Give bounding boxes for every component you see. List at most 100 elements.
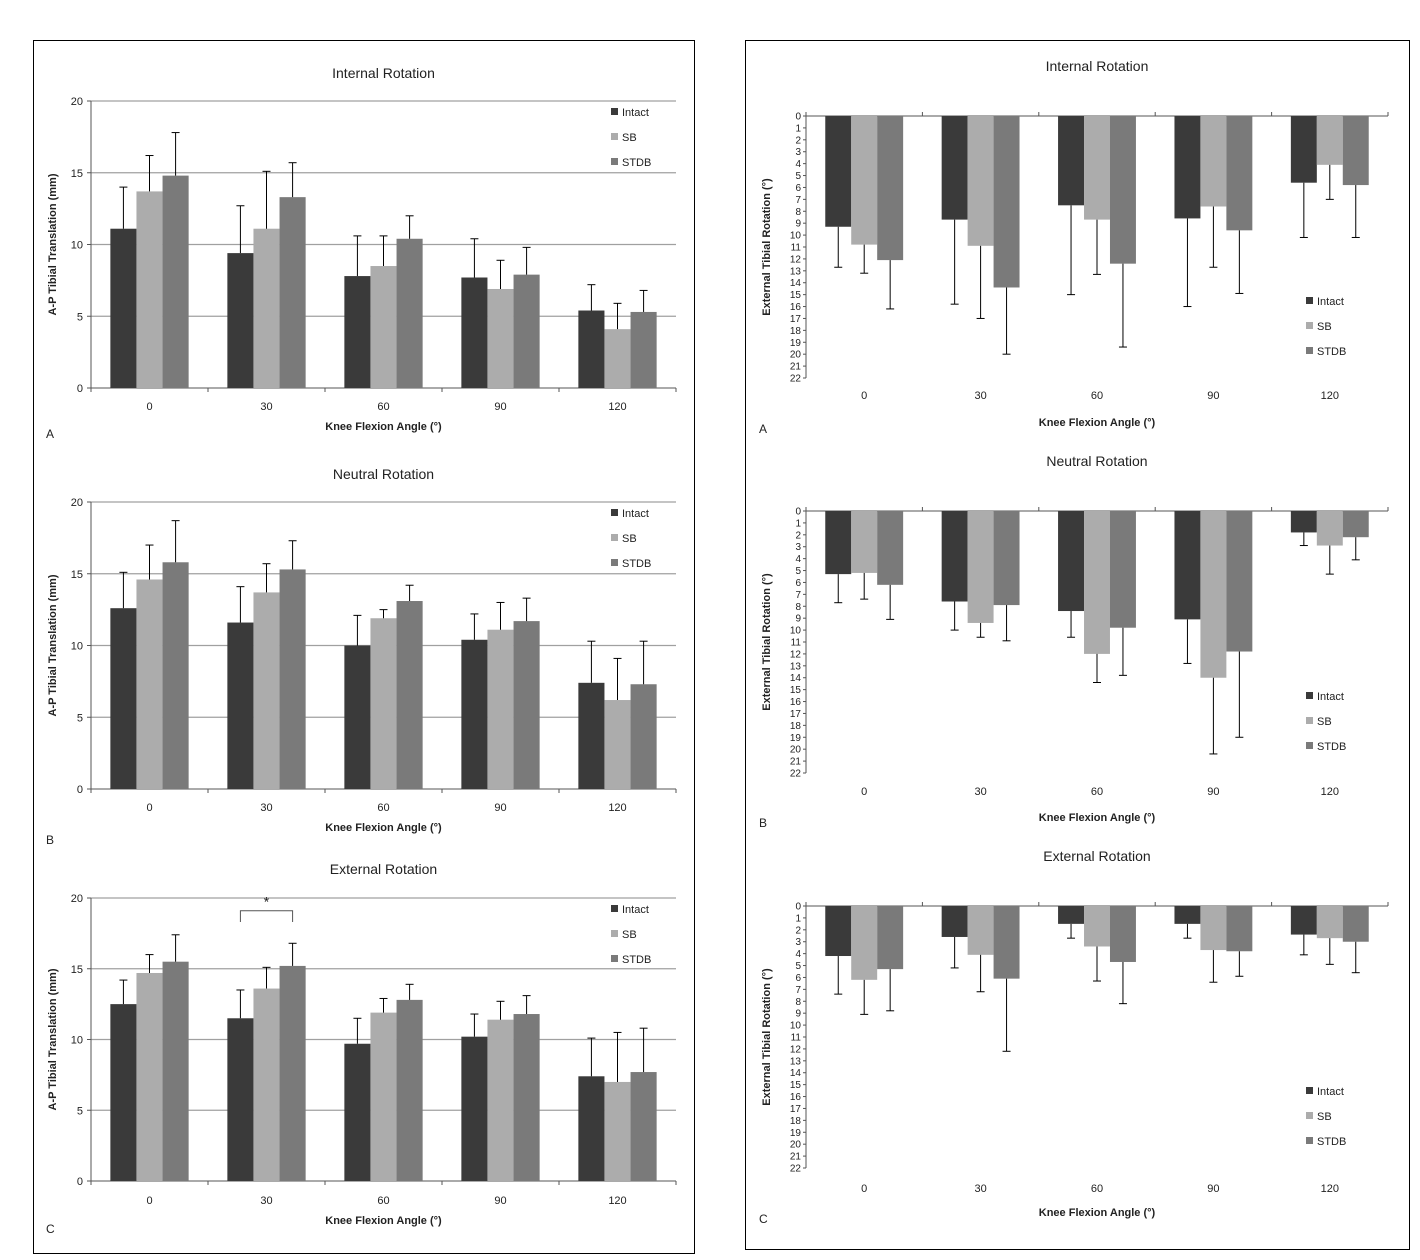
bar-stdb — [630, 684, 657, 789]
bar-stdb — [513, 274, 540, 388]
x-tick-label: 30 — [974, 1183, 986, 1195]
x-tick-label: 60 — [377, 802, 389, 814]
y-tick-label: 11 — [791, 638, 802, 649]
chart-title: Neutral Rotation — [1046, 453, 1147, 469]
legend-swatch-sb — [611, 534, 618, 541]
x-tick-label: 120 — [1321, 390, 1339, 402]
x-tick-label: 30 — [974, 786, 986, 798]
bar-stdb — [993, 906, 1020, 979]
y-tick-label: 7 — [795, 590, 801, 601]
bar-intact — [825, 116, 852, 227]
y-tick-label: 1 — [795, 913, 801, 924]
y-tick-label: 15 — [790, 290, 802, 301]
y-tick-label: 0 — [77, 1176, 83, 1188]
x-tick-label: 0 — [861, 1183, 867, 1195]
bar-sb — [1084, 511, 1110, 654]
y-tick-label: 13 — [790, 1056, 802, 1067]
y-axis-label: External Tibial Rotation (°) — [761, 178, 773, 316]
bar-intact — [1174, 116, 1201, 219]
x-tick-label: 90 — [1207, 390, 1219, 402]
x-tick-label: 30 — [260, 401, 272, 413]
significance-bracket — [239, 910, 294, 923]
y-tick-label: 6 — [795, 578, 801, 589]
bar-sb — [1200, 511, 1227, 678]
x-tick-label: 120 — [1321, 1183, 1339, 1195]
x-tick-label: 30 — [974, 390, 986, 402]
y-tick-label: 12 — [790, 649, 802, 660]
y-tick-label: 10 — [71, 1035, 83, 1047]
bar-sb — [487, 629, 514, 789]
bar-intact — [1058, 511, 1085, 612]
y-tick-label: 15 — [71, 168, 83, 180]
bar-sb — [370, 266, 397, 388]
significance-marker: * — [264, 894, 270, 910]
bar-stdb — [513, 1014, 540, 1181]
x-tick-label: 90 — [1207, 786, 1219, 798]
y-tick-label: 5 — [795, 566, 801, 577]
x-tick-label: 60 — [377, 401, 389, 413]
x-tick-label: 0 — [861, 786, 867, 798]
chart-3: External Rotation 0 5 10 15 20 0 30 60 90 120 * Knee… — [46, 861, 677, 1236]
bar-stdb — [162, 961, 189, 1181]
bar-stdb — [877, 511, 904, 585]
y-axis-label: External Tibial Rotation (°) — [761, 573, 773, 711]
legend-swatch-intact — [611, 108, 618, 115]
bar-stdb — [279, 569, 306, 789]
x-tick-label: 0 — [861, 390, 867, 402]
legend-label-sb: SB — [622, 132, 637, 144]
bar-stdb — [162, 562, 189, 789]
y-tick-label: 18 — [790, 721, 802, 732]
legend-swatch-stdb — [1306, 1137, 1313, 1144]
x-axis-label: Knee Flexion Angle (°) — [1039, 417, 1156, 429]
y-tick-label: 0 — [795, 902, 801, 913]
legend-label-stdb: STDB — [622, 954, 651, 966]
y-tick-label: 10 — [71, 240, 83, 252]
bar-stdb — [396, 999, 423, 1181]
y-tick-label: 17 — [790, 709, 802, 720]
y-tick-label: 10 — [71, 641, 83, 653]
y-tick-label: 21 — [790, 1152, 802, 1163]
x-tick-label: 30 — [260, 802, 272, 814]
bar-intact — [461, 277, 488, 388]
bar-stdb — [1226, 906, 1253, 952]
bar-sb — [1316, 906, 1343, 939]
chart-title: Internal Rotation — [1046, 58, 1149, 74]
right-figure-svg: Internal Rotation01234567891011121314151… — [759, 58, 1389, 1226]
bar-stdb — [993, 116, 1020, 288]
chart-4: Internal Rotation01234567891011121314151… — [759, 58, 1389, 436]
bar-sb — [253, 228, 280, 388]
x-axis-label: Knee Flexion Angle (°) — [325, 421, 442, 433]
legend-swatch-sb — [1306, 1112, 1313, 1119]
x-tick-label: 60 — [1091, 390, 1103, 402]
y-tick-label: 22 — [790, 1164, 802, 1175]
x-tick-label: 60 — [377, 1195, 389, 1207]
y-tick-label: 13 — [790, 661, 802, 672]
bar-intact — [578, 310, 605, 388]
y-tick-label: 20 — [71, 497, 83, 509]
y-tick-label: 4 — [795, 554, 801, 565]
y-tick-label: 21 — [790, 757, 802, 768]
y-tick-label: 7 — [795, 195, 801, 206]
legend-label-intact: Intact — [622, 508, 649, 520]
bar-intact — [110, 228, 137, 388]
bar-sb — [370, 1012, 397, 1181]
right-figure-panel: Internal Rotation 0 1 2 3 4 5 6 7 8 9 10 11 12 13 14 15 1… — [745, 40, 1410, 1250]
legend-label-sb: SB — [1317, 716, 1332, 728]
bar-stdb — [630, 311, 657, 388]
legend-label-intact: Intact — [622, 107, 649, 119]
bar-sb — [1200, 116, 1227, 207]
bar-intact — [227, 1018, 254, 1181]
bar-stdb — [877, 906, 904, 970]
legend-swatch-sb — [611, 133, 618, 140]
bar-sb — [370, 618, 397, 789]
bar-sb — [1084, 906, 1110, 947]
y-tick-label: 3 — [795, 147, 801, 158]
y-tick-label: 11 — [791, 1033, 802, 1044]
bar-intact — [941, 116, 968, 220]
chart-title: Internal Rotation — [332, 65, 435, 81]
bar-intact — [110, 608, 137, 789]
y-tick-label: 8 — [795, 997, 801, 1008]
legend-label-intact: Intact — [1317, 1086, 1344, 1098]
bar-intact — [344, 276, 371, 388]
y-tick-label: 21 — [790, 362, 802, 373]
